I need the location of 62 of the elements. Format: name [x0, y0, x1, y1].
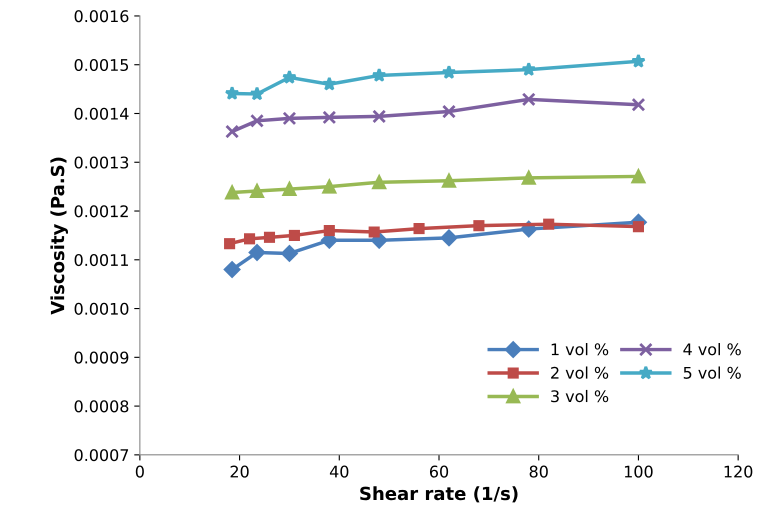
x-tick-label: 20	[230, 466, 249, 478]
legend-label: 1 vol %	[552, 343, 608, 356]
point	[225, 124, 240, 138]
y-tick-label: 0.0007	[74, 449, 128, 462]
x-tick-label: 120	[724, 466, 752, 478]
x-tick-label: 40	[330, 466, 348, 478]
y-tick-label: 0.0008	[74, 400, 128, 412]
point	[442, 174, 456, 188]
point	[372, 68, 387, 82]
point	[521, 62, 536, 76]
point	[631, 98, 646, 112]
y-axis-title: Viscosity (Pa.S)	[50, 158, 68, 315]
y-tick-label: 0.0012	[74, 205, 128, 218]
point	[473, 220, 484, 232]
legend-label: 2 vol %	[551, 366, 608, 379]
point	[522, 170, 536, 185]
point	[442, 104, 456, 118]
point	[250, 114, 264, 128]
y-tick-label: 0.0011	[74, 254, 128, 266]
point	[282, 111, 296, 126]
point	[442, 64, 456, 79]
point	[631, 54, 646, 68]
y-tick-label: 0.0015	[74, 58, 128, 72]
point	[632, 221, 644, 232]
y-tick-label: 0.0014	[74, 108, 129, 120]
y-tick-label: 0.0010	[74, 302, 128, 315]
point	[248, 244, 266, 261]
point	[368, 226, 380, 238]
legend-label: 3 vol %	[551, 390, 608, 402]
point	[282, 70, 297, 84]
point	[522, 92, 536, 106]
x-tick-label: 80	[530, 466, 548, 478]
y-tick-label: 0.0013	[74, 156, 128, 169]
point	[224, 261, 240, 278]
point	[250, 184, 264, 198]
point	[324, 224, 335, 236]
point	[414, 223, 425, 234]
point	[224, 238, 236, 250]
legend-label: 5 vol %	[684, 366, 741, 379]
point	[543, 218, 554, 230]
point	[250, 86, 264, 100]
point	[322, 110, 336, 124]
point	[225, 186, 240, 200]
legend-label: 4 vol %	[683, 343, 741, 356]
y-tick-label: 0.0016	[74, 10, 128, 22]
point	[282, 182, 296, 196]
point	[322, 76, 337, 91]
x-tick-label: 0	[136, 466, 144, 478]
point	[372, 175, 386, 190]
x-tick-label: 60	[430, 466, 448, 478]
x-axis-title: Shear rate (1/s)	[360, 486, 518, 502]
point	[440, 230, 458, 246]
y-tick-label: 0.0009	[74, 352, 128, 364]
point	[631, 169, 646, 184]
point	[264, 232, 276, 243]
point	[224, 86, 240, 100]
point	[288, 230, 300, 241]
point	[372, 109, 386, 124]
point	[244, 233, 256, 244]
point	[281, 245, 298, 262]
x-tick-label: 100	[624, 466, 653, 478]
point	[322, 180, 336, 194]
